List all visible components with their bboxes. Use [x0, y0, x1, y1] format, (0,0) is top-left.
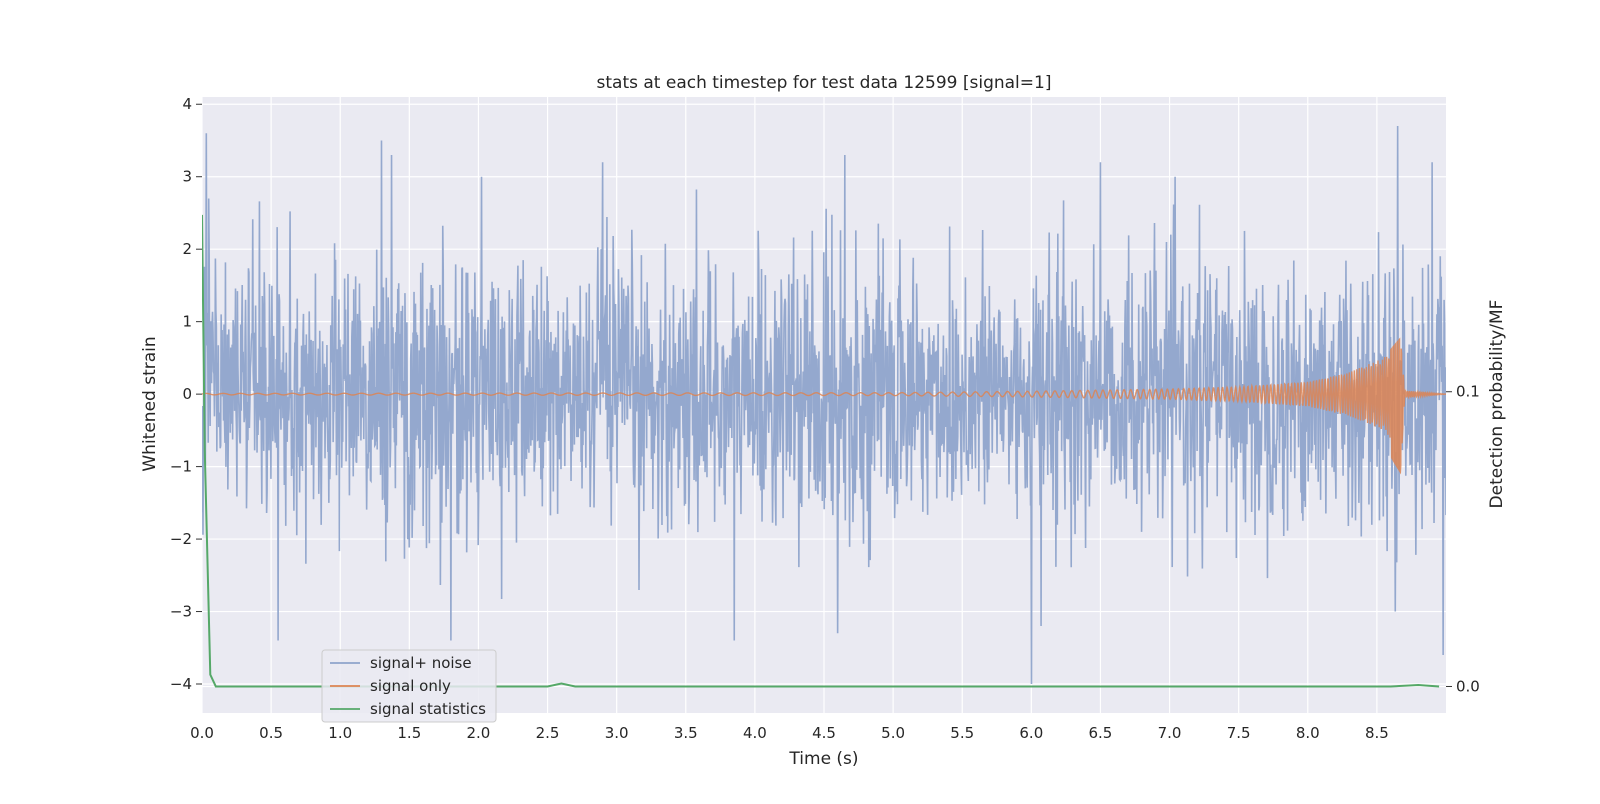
- y-axis-ticks: −4 −3 −2 −1 0 1 2 3 4: [170, 95, 202, 693]
- y-axis-label: Whitened strain: [140, 336, 160, 471]
- y-tick-label: 3: [182, 168, 192, 186]
- x-tick-label: 6.5: [1089, 724, 1113, 742]
- series-signal-only: [202, 337, 1446, 475]
- y-tick-label: −2: [170, 530, 192, 548]
- x-tick-label: 8.5: [1365, 724, 1389, 742]
- x-tick-label: 0.5: [259, 724, 283, 742]
- signal-only-line: [202, 337, 1446, 475]
- noise-line: [202, 125, 1446, 685]
- y-tick-label: 2: [182, 240, 192, 258]
- x-tick-label: 4.0: [743, 724, 767, 742]
- x-tick-label: 8.0: [1296, 724, 1320, 742]
- x-tick-label: 2.0: [467, 724, 491, 742]
- y2-axis-label: Detection probability/MF: [1487, 300, 1507, 509]
- y-tick-label: −3: [170, 603, 192, 621]
- y-tick-label: 4: [182, 95, 192, 113]
- x-tick-label: 1.5: [397, 724, 421, 742]
- legend-label-stats: signal statistics: [370, 700, 486, 718]
- x-tick-label: 6.0: [1019, 724, 1043, 742]
- x-axis-ticks: 0.0 0.5 1.0 1.5 2.0 2.5 3.0 3.5 4.0 4.5 5.0 5.5 6.0 6…: [190, 724, 1389, 742]
- y2-axis-ticks: 0.0 0.1: [1446, 383, 1480, 695]
- y-tick-label: 1: [182, 313, 192, 331]
- series-signal-statistics: [202, 214, 1440, 688]
- x-tick-label: 3.0: [605, 724, 629, 742]
- x-axis-label: Time (s): [788, 749, 858, 769]
- x-tick-label: 7.0: [1158, 724, 1182, 742]
- x-tick-label: 5.0: [881, 724, 905, 742]
- y-tick-label: 0: [182, 385, 192, 403]
- legend-box: [321, 649, 497, 723]
- chart-title: stats at each timestep for test data 125…: [597, 73, 1052, 93]
- x-tick-label: 2.5: [536, 724, 560, 742]
- y2-tick-label: 0.1: [1456, 383, 1480, 401]
- y-tick-label: −4: [170, 675, 192, 693]
- legend: signal+ noise signal only signal statist…: [321, 649, 497, 723]
- x-tick-label: 1.0: [328, 724, 352, 742]
- x-tick-label: 4.5: [812, 724, 836, 742]
- x-tick-label: 5.5: [950, 724, 974, 742]
- y-tick-label: −1: [170, 458, 192, 476]
- x-tick-label: 0.0: [190, 724, 214, 742]
- legend-label-noise: signal+ noise: [370, 654, 472, 672]
- x-tick-label: 3.5: [674, 724, 698, 742]
- x-tick-label: 7.5: [1227, 724, 1251, 742]
- y2-tick-label: 0.0: [1456, 677, 1480, 695]
- series-signal-noise: [202, 125, 1446, 685]
- legend-label-signal: signal only: [370, 677, 451, 695]
- signal-statistics-line: [202, 214, 1440, 688]
